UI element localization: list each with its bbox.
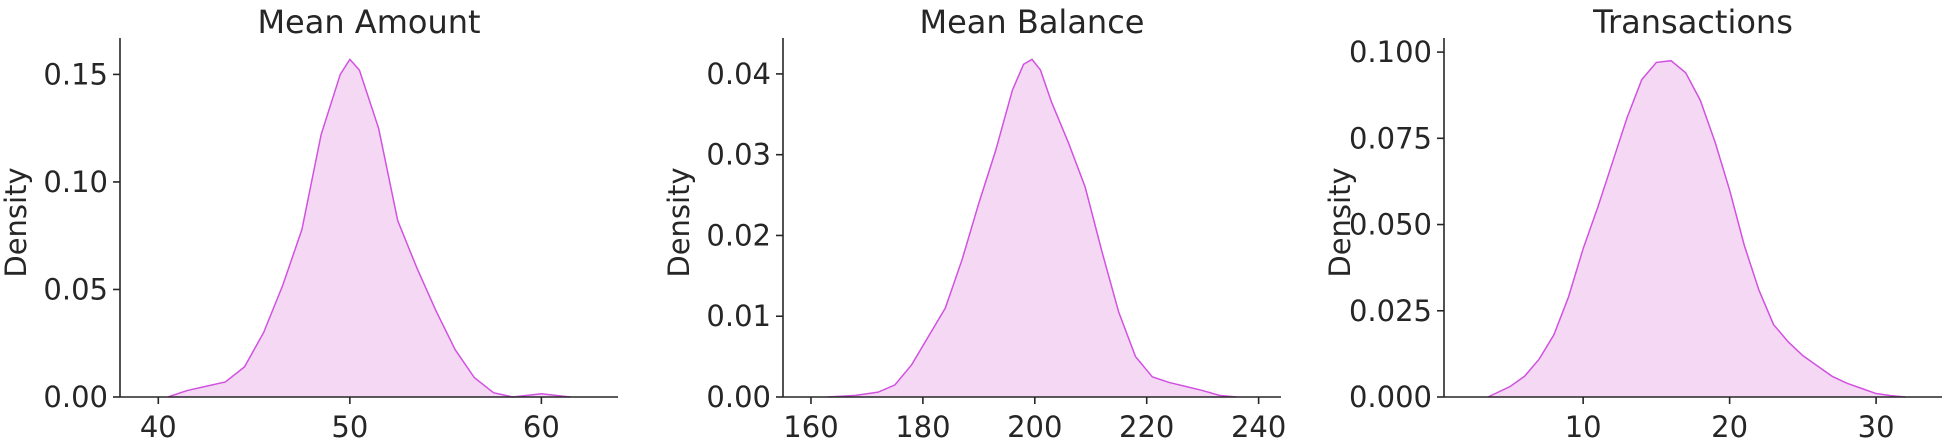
x-tick-label: 240	[1231, 410, 1286, 444]
x-tick-label: 30	[1858, 410, 1895, 444]
y-tick-label: 0.00	[706, 380, 771, 414]
panel-mean-amount: Mean Amount Density 40 50 60 0.00 0.05 0.10 0.…	[0, 3, 618, 444]
x-tick-label: 50	[331, 410, 368, 444]
x-tick-label: 20	[1711, 410, 1748, 444]
x-tick-label: 60	[523, 410, 560, 444]
density-area	[167, 59, 571, 398]
x-tick-label: 200	[1007, 410, 1062, 444]
y-tick-label: 0.01	[706, 299, 771, 333]
y-tick-label: 0.10	[43, 165, 108, 199]
x-tick-label: 10	[1565, 410, 1602, 444]
panel-title: Transactions	[1592, 3, 1793, 41]
density-area	[1487, 60, 1906, 397]
y-tick-label: 0.04	[706, 57, 771, 91]
x-tick-label: 40	[140, 410, 177, 444]
y-tick-label: 0.100	[1349, 35, 1432, 69]
panel-title: Mean Balance	[920, 3, 1145, 41]
density-area	[827, 59, 1237, 397]
y-tick-label: 0.025	[1349, 294, 1432, 328]
x-tick-label: 220	[1119, 410, 1174, 444]
y-axis-label: Density	[1323, 167, 1357, 277]
x-tick-label: 180	[895, 410, 950, 444]
y-tick-label: 0.05	[43, 272, 108, 306]
y-tick-label: 0.075	[1349, 121, 1432, 155]
density-line	[827, 58, 1237, 398]
panel-title: Mean Amount	[257, 3, 480, 41]
panel-mean-balance: Mean Balance Density 160 180 200 220 240 0.00…	[662, 3, 1286, 444]
y-tick-label: 0.02	[706, 218, 771, 252]
x-tick-label: 160	[783, 410, 838, 444]
y-tick-label: 0.050	[1349, 208, 1432, 242]
y-tick-label: 0.000	[1349, 380, 1432, 414]
density-line	[1487, 59, 1906, 398]
y-tick-label: 0.00	[43, 380, 108, 414]
y-axis-label: Density	[662, 167, 696, 277]
y-tick-label: 0.03	[706, 138, 771, 172]
y-tick-label: 0.15	[43, 57, 108, 91]
y-axis-label: Density	[0, 167, 33, 277]
panel-transactions: Transactions Density 10 20 30 0.000 0.025 0.0…	[1323, 3, 1942, 444]
